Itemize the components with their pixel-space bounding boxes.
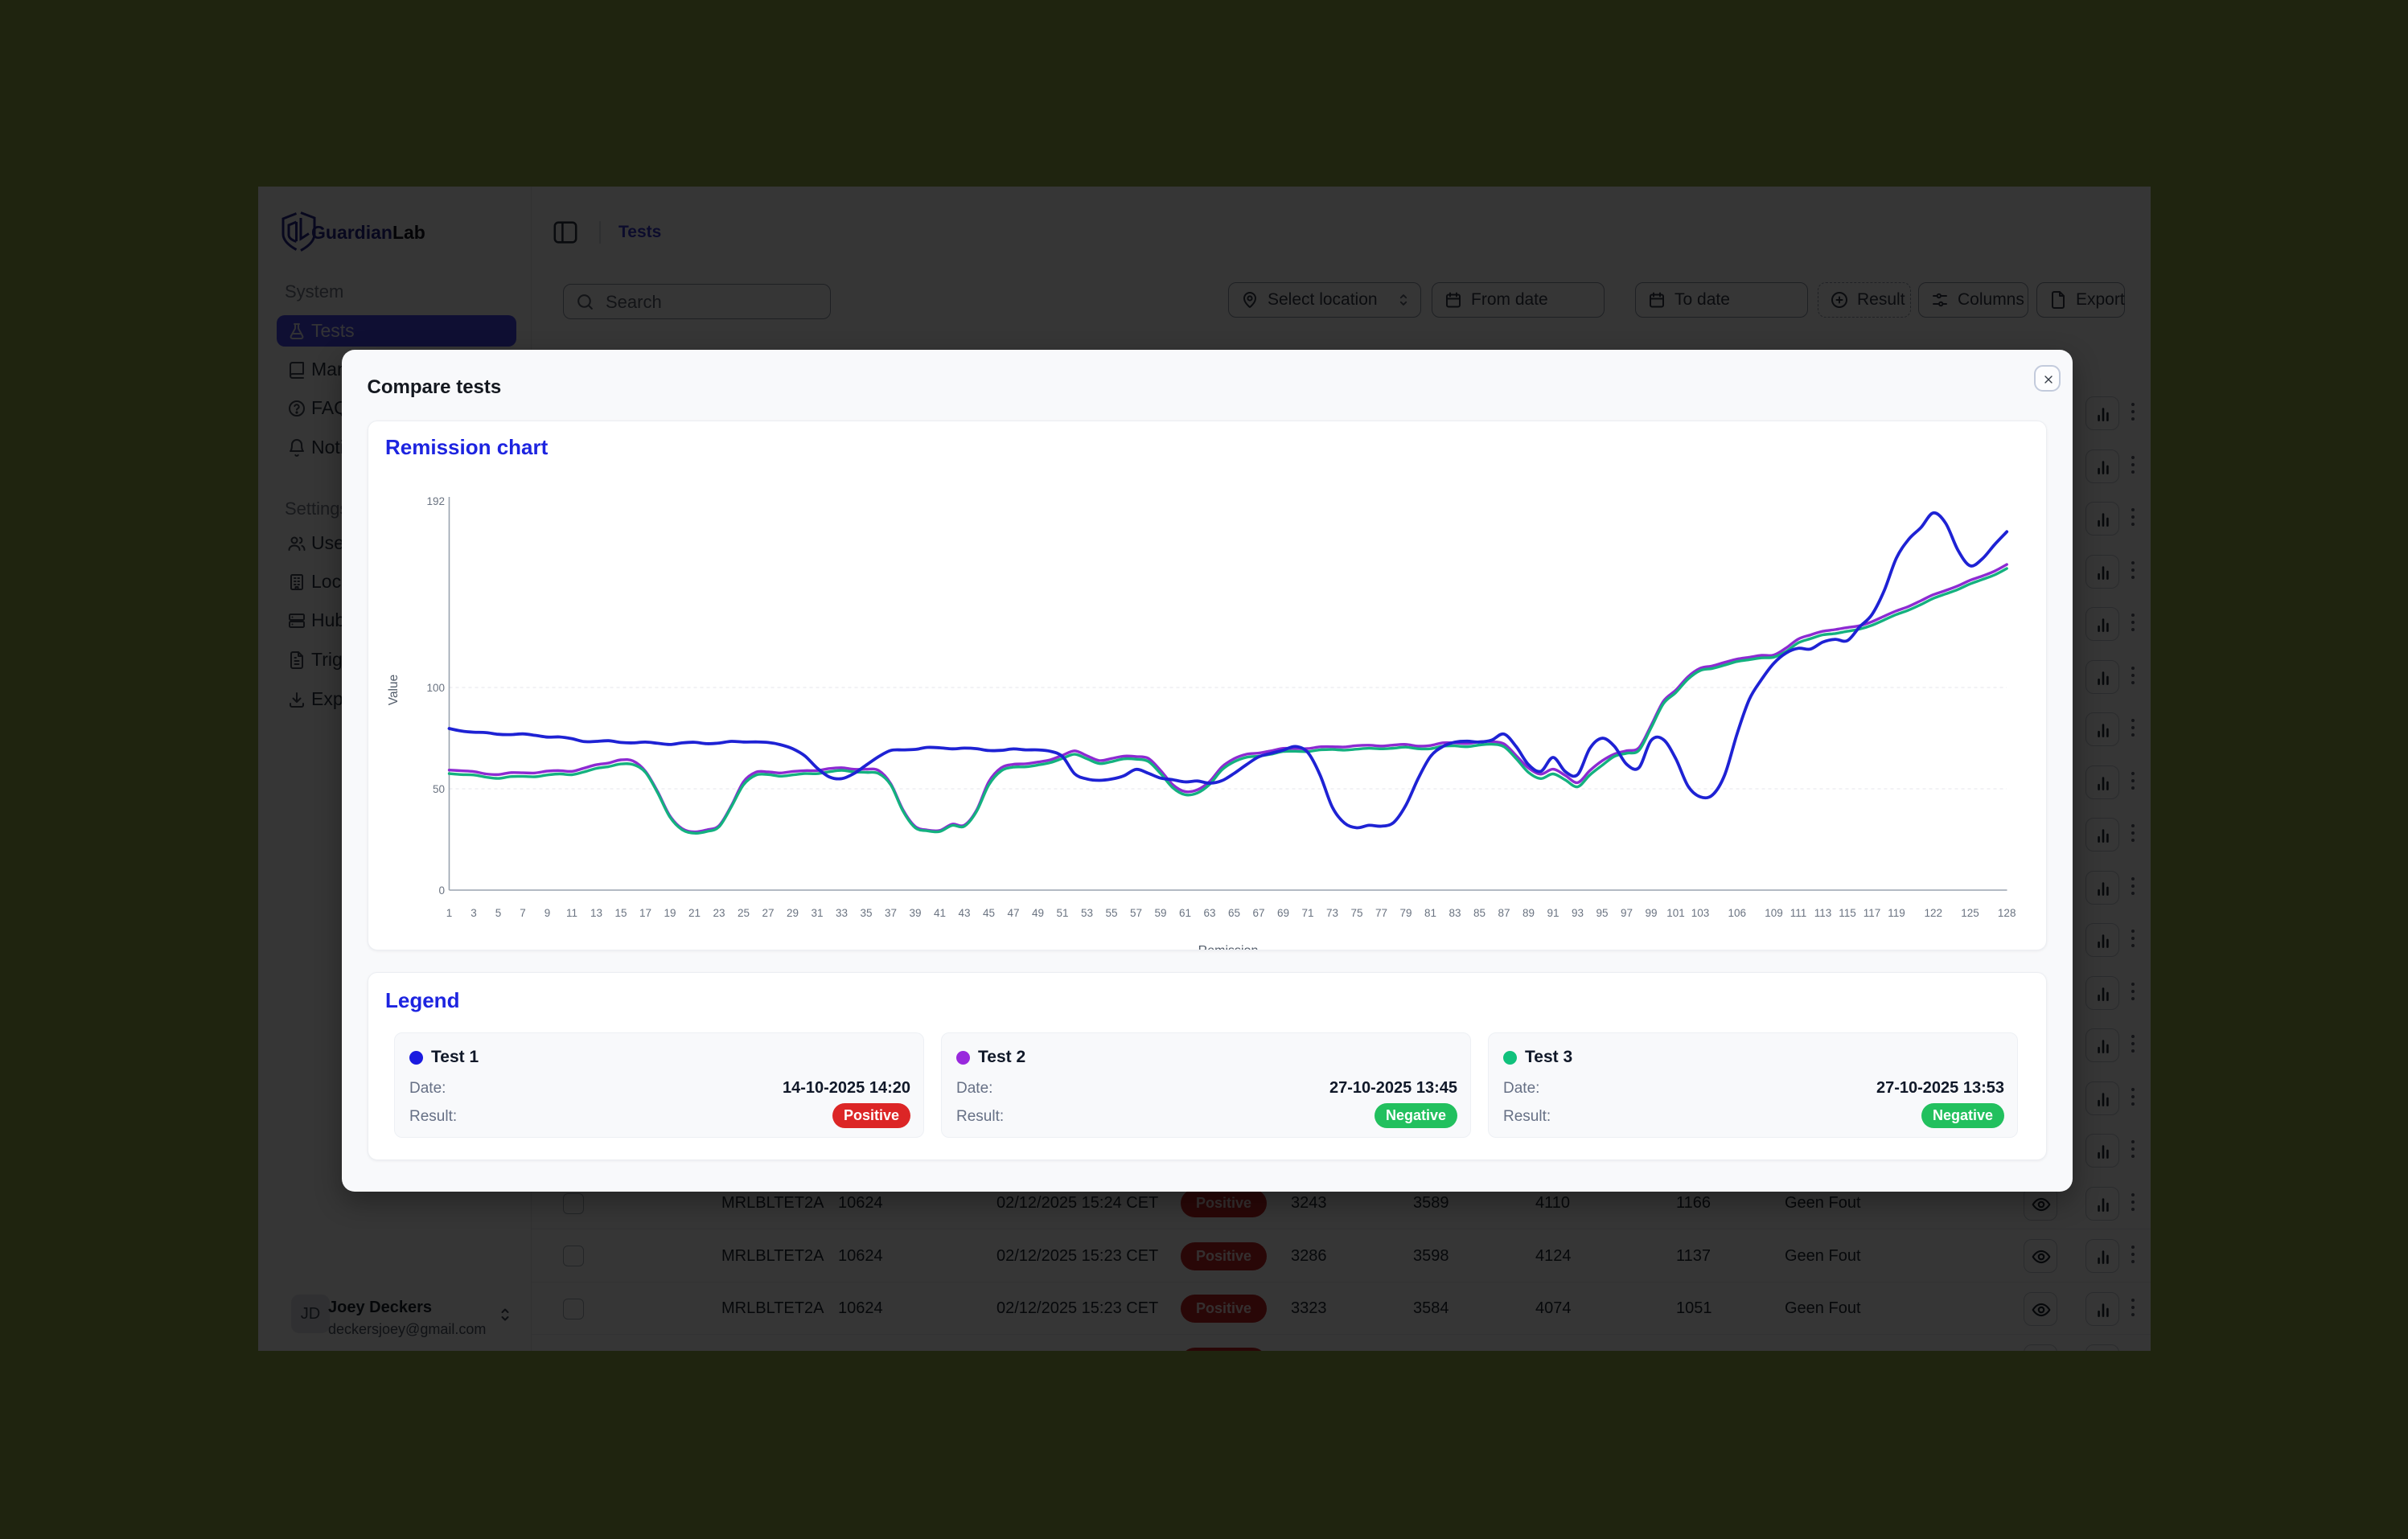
svg-text:61: 61	[1179, 907, 1191, 919]
svg-text:49: 49	[1032, 907, 1044, 919]
svg-text:75: 75	[1350, 907, 1362, 919]
svg-text:99: 99	[1645, 907, 1657, 919]
svg-text:79: 79	[1399, 907, 1412, 919]
svg-text:7: 7	[520, 907, 526, 919]
svg-text:5: 5	[495, 907, 502, 919]
svg-text:31: 31	[811, 907, 823, 919]
svg-text:Value: Value	[387, 675, 401, 706]
svg-text:29: 29	[787, 907, 799, 919]
svg-text:43: 43	[958, 907, 970, 919]
svg-text:63: 63	[1203, 907, 1215, 919]
svg-text:93: 93	[1572, 907, 1584, 919]
svg-text:122: 122	[1925, 907, 1943, 919]
svg-text:59: 59	[1154, 907, 1166, 919]
svg-text:3: 3	[471, 907, 477, 919]
svg-text:17: 17	[639, 907, 651, 919]
svg-text:35: 35	[860, 907, 872, 919]
svg-text:27: 27	[762, 907, 774, 919]
svg-text:37: 37	[885, 907, 897, 919]
svg-text:53: 53	[1081, 907, 1093, 919]
svg-text:117: 117	[1864, 907, 1881, 919]
svg-text:57: 57	[1130, 907, 1142, 919]
svg-text:39: 39	[909, 907, 921, 919]
svg-text:77: 77	[1375, 907, 1387, 919]
svg-text:81: 81	[1424, 907, 1436, 919]
svg-text:119: 119	[1888, 907, 1905, 919]
svg-text:15: 15	[614, 907, 627, 919]
svg-text:83: 83	[1448, 907, 1461, 919]
svg-text:65: 65	[1228, 907, 1240, 919]
svg-text:106: 106	[1728, 907, 1747, 919]
svg-text:71: 71	[1301, 907, 1313, 919]
svg-text:21: 21	[688, 907, 701, 919]
svg-text:97: 97	[1621, 907, 1633, 919]
svg-text:25: 25	[738, 907, 750, 919]
svg-text:115: 115	[1839, 907, 1856, 919]
svg-text:113: 113	[1814, 907, 1832, 919]
svg-text:73: 73	[1326, 907, 1338, 919]
svg-text:85: 85	[1473, 907, 1485, 919]
svg-text:23: 23	[713, 907, 725, 919]
svg-text:9: 9	[544, 907, 551, 919]
svg-text:91: 91	[1547, 907, 1559, 919]
svg-text:11: 11	[566, 907, 577, 919]
svg-text:87: 87	[1498, 907, 1510, 919]
svg-text:1: 1	[446, 907, 453, 919]
svg-text:69: 69	[1277, 907, 1289, 919]
svg-text:47: 47	[1007, 907, 1019, 919]
svg-text:125: 125	[1961, 907, 1979, 919]
svg-text:89: 89	[1522, 907, 1535, 919]
svg-text:128: 128	[1998, 907, 2016, 919]
svg-text:67: 67	[1252, 907, 1264, 919]
svg-text:111: 111	[1790, 907, 1807, 919]
svg-text:Remission: Remission	[1198, 944, 1259, 950]
svg-text:33: 33	[836, 907, 848, 919]
svg-text:45: 45	[983, 907, 995, 919]
svg-text:51: 51	[1056, 907, 1068, 919]
svg-text:101: 101	[1666, 907, 1685, 919]
svg-text:55: 55	[1105, 907, 1117, 919]
svg-text:192: 192	[426, 495, 445, 507]
svg-text:13: 13	[590, 907, 602, 919]
svg-text:41: 41	[934, 907, 946, 919]
svg-text:109: 109	[1765, 907, 1783, 919]
svg-text:19: 19	[664, 907, 676, 919]
svg-text:0: 0	[438, 884, 445, 897]
svg-text:100: 100	[426, 682, 445, 694]
svg-text:95: 95	[1596, 907, 1608, 919]
svg-text:103: 103	[1691, 907, 1710, 919]
svg-text:50: 50	[433, 783, 445, 795]
